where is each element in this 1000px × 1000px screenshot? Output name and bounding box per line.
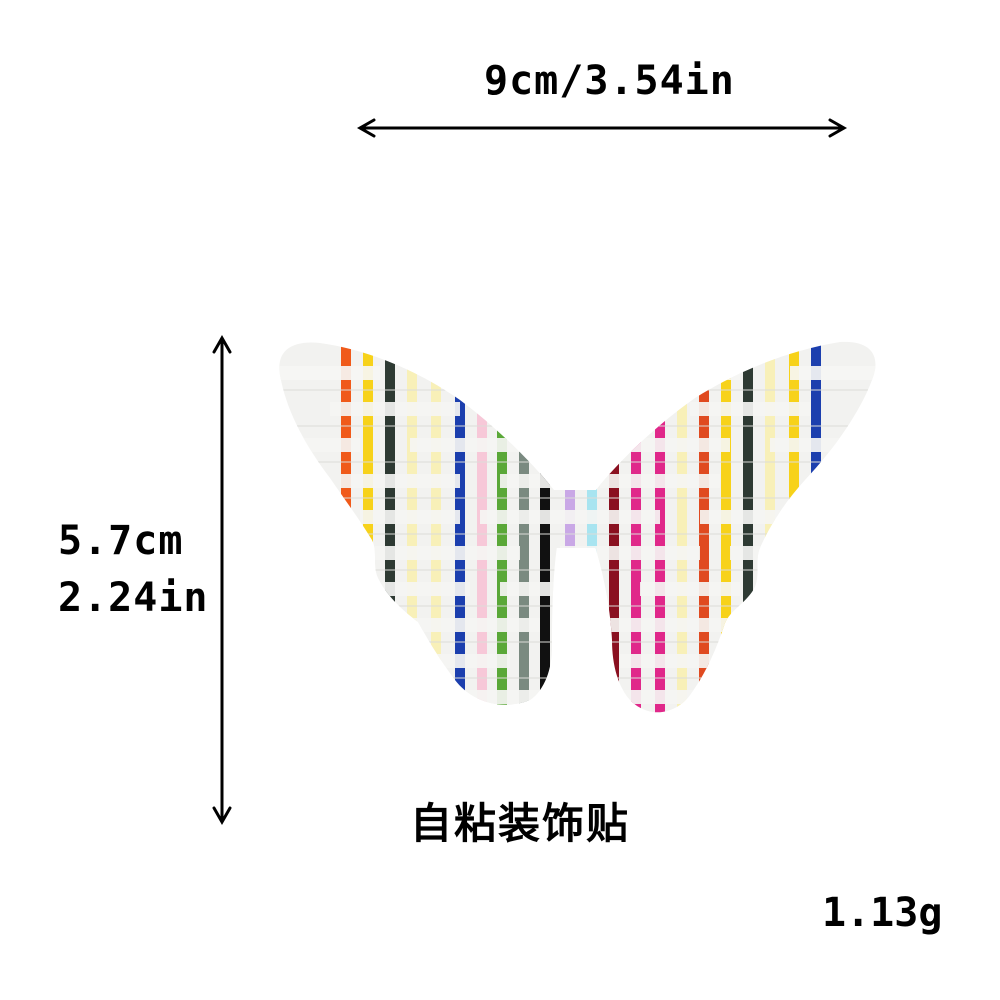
width-dimension-label: 9cm/3.54in	[484, 58, 735, 104]
product-caption: 自粘装饰贴	[410, 790, 630, 851]
height-dimension-in-label: 2.24in	[58, 575, 209, 621]
butterfly-weave	[270, 330, 890, 740]
height-dimension-cm-label: 5.7cm	[58, 518, 183, 564]
weight-label: 1.13g	[822, 890, 942, 936]
